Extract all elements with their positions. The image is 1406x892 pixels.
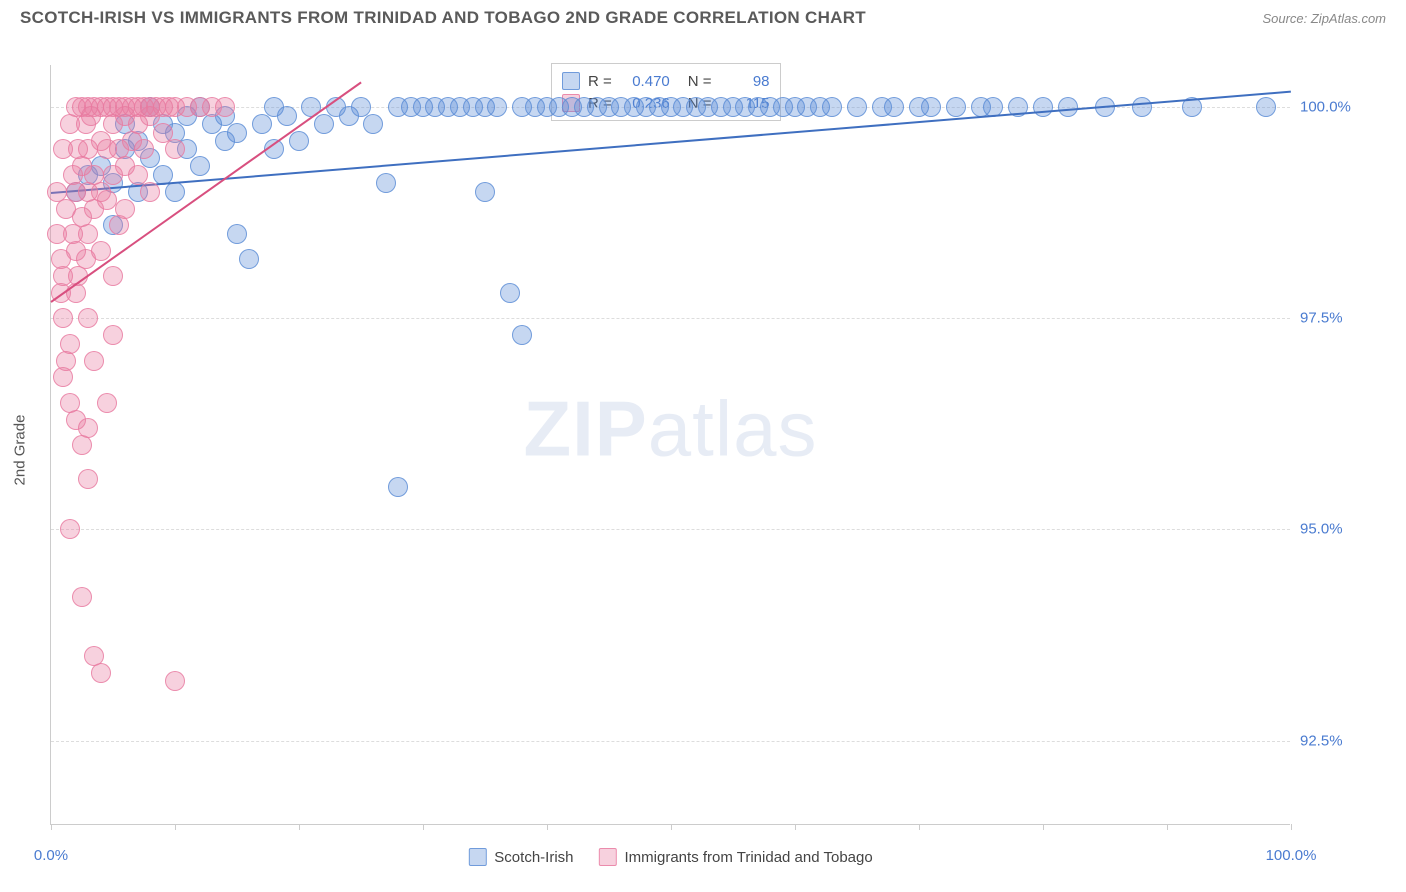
data-point <box>56 351 76 371</box>
data-point <box>91 241 111 261</box>
x-tick <box>299 824 300 830</box>
data-point <box>165 671 185 691</box>
x-tick-label: 0.0% <box>34 847 68 864</box>
watermark: ZIPatlas <box>523 384 817 475</box>
data-point <box>60 334 80 354</box>
data-point <box>239 249 259 269</box>
x-tick <box>671 824 672 830</box>
data-point <box>363 114 383 134</box>
bottom-legend: Scotch-Irish Immigrants from Trinidad an… <box>468 848 872 866</box>
data-point <box>115 199 135 219</box>
data-point <box>78 469 98 489</box>
data-point <box>97 393 117 413</box>
data-point <box>314 114 334 134</box>
data-point <box>376 173 396 193</box>
data-point <box>165 139 185 159</box>
stats-legend-row: R = 0.470 N = 98 <box>562 70 770 92</box>
data-point <box>91 663 111 683</box>
x-tick <box>1291 824 1292 830</box>
data-point <box>1033 97 1053 117</box>
watermark-bold: ZIP <box>523 385 647 473</box>
data-point <box>847 97 867 117</box>
y-tick-label: 97.5% <box>1300 310 1370 327</box>
data-point <box>97 190 117 210</box>
data-point <box>78 418 98 438</box>
data-point <box>53 308 73 328</box>
x-tick <box>423 824 424 830</box>
x-tick <box>795 824 796 830</box>
data-point <box>72 587 92 607</box>
legend-label-2: Immigrants from Trinidad and Tobago <box>625 849 873 866</box>
data-point <box>1132 97 1152 117</box>
data-point <box>84 351 104 371</box>
legend-swatch-2 <box>599 848 617 866</box>
y-tick-label: 95.0% <box>1300 521 1370 538</box>
data-point <box>165 182 185 202</box>
plot-area: ZIPatlas R =0.470N =98R =0.236N =115 Sco… <box>50 65 1290 825</box>
gridline <box>51 318 1290 319</box>
data-point <box>134 139 154 159</box>
data-point <box>475 182 495 202</box>
data-point <box>289 131 309 151</box>
source-attribution: Source: ZipAtlas.com <box>1262 11 1386 26</box>
data-point <box>487 97 507 117</box>
watermark-light: atlas <box>648 385 818 473</box>
gridline <box>51 529 1290 530</box>
chart-title: SCOTCH-IRISH VS IMMIGRANTS FROM TRINIDAD… <box>20 8 866 28</box>
data-point <box>227 224 247 244</box>
data-point <box>190 156 210 176</box>
n-label: N = <box>688 73 712 90</box>
r-value: 0.470 <box>620 73 670 90</box>
x-tick <box>547 824 548 830</box>
data-point <box>946 97 966 117</box>
data-point <box>53 367 73 387</box>
legend-swatch-1 <box>468 848 486 866</box>
data-point <box>1058 97 1078 117</box>
data-point <box>388 477 408 497</box>
gridline <box>51 741 1290 742</box>
data-point <box>252 114 272 134</box>
y-axis-label: 2nd Grade <box>12 415 29 486</box>
legend-swatch <box>562 72 580 90</box>
x-tick-label: 100.0% <box>1266 847 1317 864</box>
data-point <box>884 97 904 117</box>
data-point <box>103 266 123 286</box>
legend-item-series2: Immigrants from Trinidad and Tobago <box>599 848 873 866</box>
y-tick-label: 92.5% <box>1300 732 1370 749</box>
data-point <box>277 106 297 126</box>
x-tick <box>1167 824 1168 830</box>
data-point <box>103 325 123 345</box>
data-point <box>215 97 235 117</box>
x-tick <box>51 824 52 830</box>
x-tick <box>919 824 920 830</box>
n-value: 98 <box>720 73 770 90</box>
x-tick <box>1043 824 1044 830</box>
data-point <box>1256 97 1276 117</box>
data-point <box>921 97 941 117</box>
chart-container: 2nd Grade ZIPatlas R =0.470N =98R =0.236… <box>50 45 1390 855</box>
x-tick <box>175 824 176 830</box>
y-tick-label: 100.0% <box>1300 99 1370 116</box>
data-point <box>822 97 842 117</box>
data-point <box>78 308 98 328</box>
data-point <box>512 325 532 345</box>
data-point <box>140 182 160 202</box>
data-point <box>60 519 80 539</box>
r-label: R = <box>588 73 612 90</box>
data-point <box>500 283 520 303</box>
legend-label-1: Scotch-Irish <box>494 849 573 866</box>
data-point <box>227 123 247 143</box>
legend-item-series1: Scotch-Irish <box>468 848 573 866</box>
